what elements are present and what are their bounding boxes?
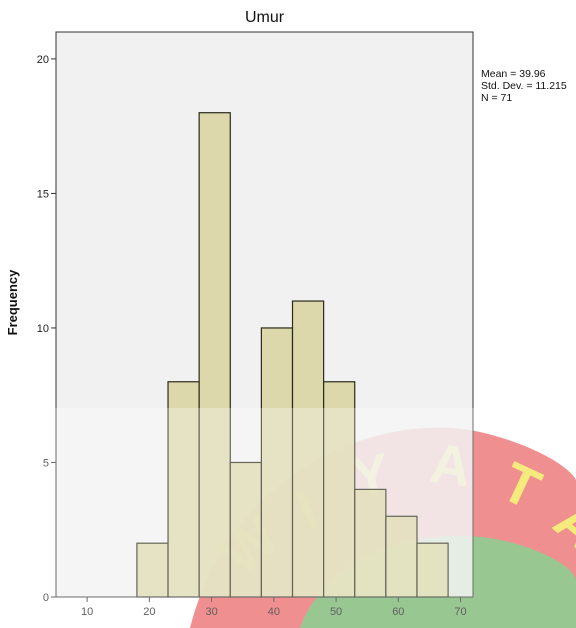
- histogram-bar: [354, 488, 387, 598]
- stats-box: Mean = 39.96 Std. Dev. = 11.215 N = 71: [481, 68, 567, 104]
- y-tick-label: 10: [37, 323, 49, 335]
- x-tick-label: 70: [454, 606, 466, 618]
- histogram-bar: [167, 381, 200, 598]
- x-tick-label: 50: [330, 606, 342, 618]
- x-tick-label: 20: [143, 606, 155, 618]
- histogram-bar: [260, 327, 294, 598]
- histogram-bars: [136, 112, 449, 598]
- y-axis: 0 5 10 15 20: [37, 54, 56, 604]
- x-tick-label: 10: [81, 606, 93, 618]
- histogram-bar: [229, 461, 262, 598]
- histogram-bar: [385, 515, 418, 598]
- plot-frame: [55, 31, 474, 598]
- x-axis: 10 20 30 40 50 60 70: [81, 597, 467, 618]
- x-tick-label: 30: [205, 606, 217, 618]
- y-axis-label: Frequency: [5, 269, 20, 336]
- x-tick-label: 60: [392, 606, 404, 618]
- chart-title: Umur: [245, 9, 285, 26]
- histogram-bar: [416, 542, 449, 598]
- y-tick-label: 0: [43, 592, 49, 604]
- stat-std-dev: Std. Dev. = 11.215: [481, 80, 567, 92]
- y-tick-label: 20: [37, 54, 49, 66]
- histogram-bar: [291, 300, 325, 598]
- histogram-bar: [198, 112, 231, 598]
- stat-n: N = 71: [481, 92, 512, 104]
- y-tick-label: 15: [37, 188, 49, 200]
- stat-mean: Mean = 39.96: [481, 68, 546, 80]
- histogram-bar: [323, 381, 356, 598]
- histogram-bar: [136, 542, 169, 598]
- y-tick-label: 5: [43, 457, 49, 469]
- x-tick-label: 40: [268, 606, 280, 618]
